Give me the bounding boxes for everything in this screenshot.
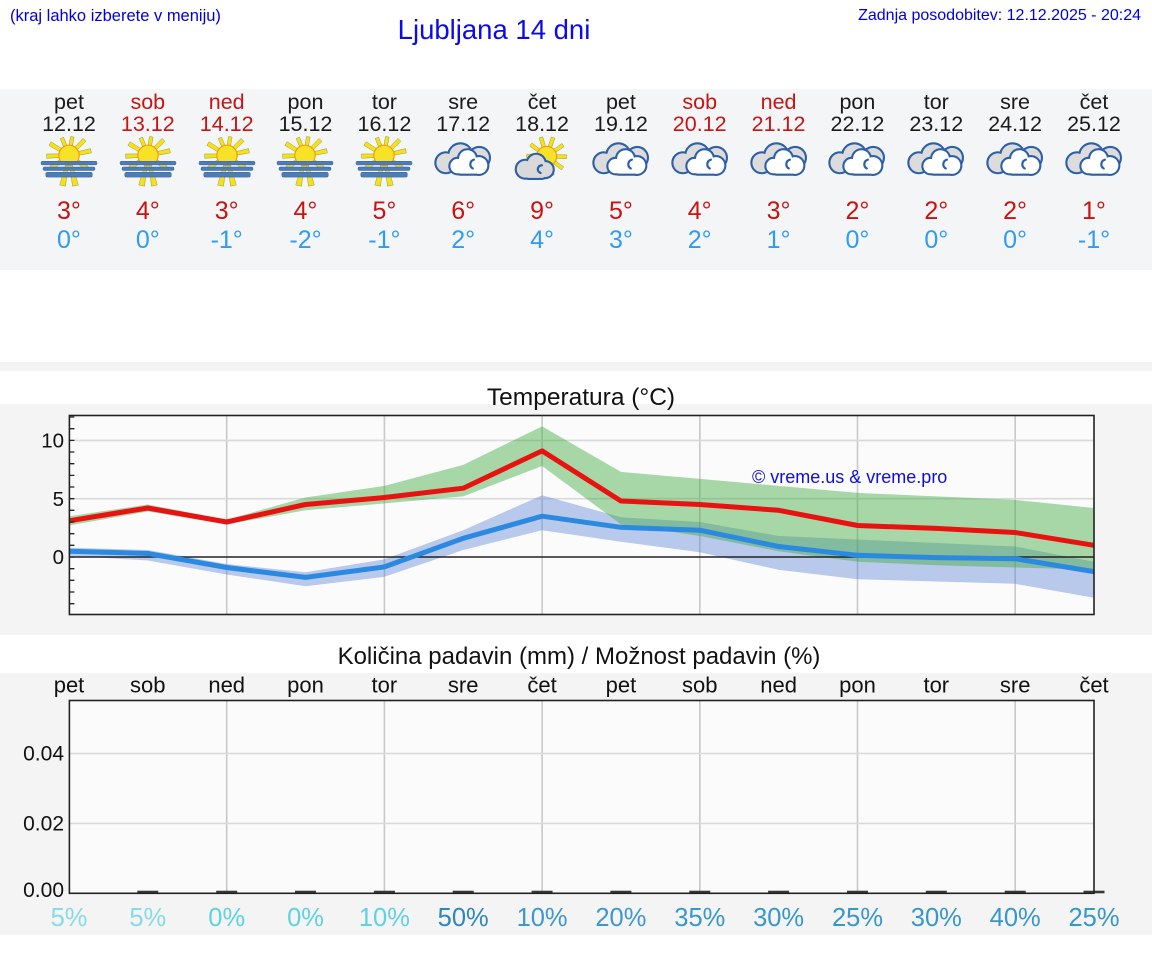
svg-text:sre: sre (1000, 673, 1031, 698)
svg-text:10%: 10% (359, 904, 410, 932)
svg-text:pet: pet (606, 673, 637, 698)
svg-text:50%: 50% (438, 904, 489, 932)
svg-text:10: 10 (41, 430, 64, 453)
svg-text:tor: tor (923, 673, 949, 698)
svg-text:30%: 30% (911, 904, 962, 932)
svg-text:35%: 35% (674, 904, 725, 932)
svg-text:pon: pon (839, 673, 876, 698)
svg-text:0.00: 0.00 (23, 879, 64, 902)
svg-text:ned: ned (208, 673, 245, 698)
svg-text:čet: čet (527, 673, 556, 698)
svg-text:20%: 20% (595, 904, 646, 932)
svg-text:25%: 25% (1068, 904, 1119, 932)
svg-text:0: 0 (53, 546, 64, 569)
svg-text:pet: pet (54, 673, 85, 698)
svg-text:pon: pon (287, 673, 324, 698)
svg-text:5%: 5% (129, 904, 166, 932)
svg-text:© vreme.us & vreme.pro: © vreme.us & vreme.pro (752, 467, 947, 487)
svg-text:10%: 10% (517, 904, 568, 932)
svg-text:ned: ned (760, 673, 797, 698)
svg-text:sob: sob (682, 673, 717, 698)
svg-text:čet: čet (1079, 673, 1108, 698)
svg-text:0.02: 0.02 (23, 813, 64, 836)
svg-text:5%: 5% (51, 904, 88, 932)
svg-text:sob: sob (130, 673, 165, 698)
svg-text:tor: tor (372, 673, 398, 698)
svg-text:0%: 0% (287, 904, 324, 932)
svg-text:25%: 25% (832, 904, 883, 932)
svg-text:0.04: 0.04 (23, 743, 64, 766)
svg-text:sre: sre (448, 673, 479, 698)
svg-text:0%: 0% (208, 904, 245, 932)
svg-text:5: 5 (53, 488, 64, 511)
svg-text:40%: 40% (990, 904, 1041, 932)
svg-text:30%: 30% (753, 904, 804, 932)
